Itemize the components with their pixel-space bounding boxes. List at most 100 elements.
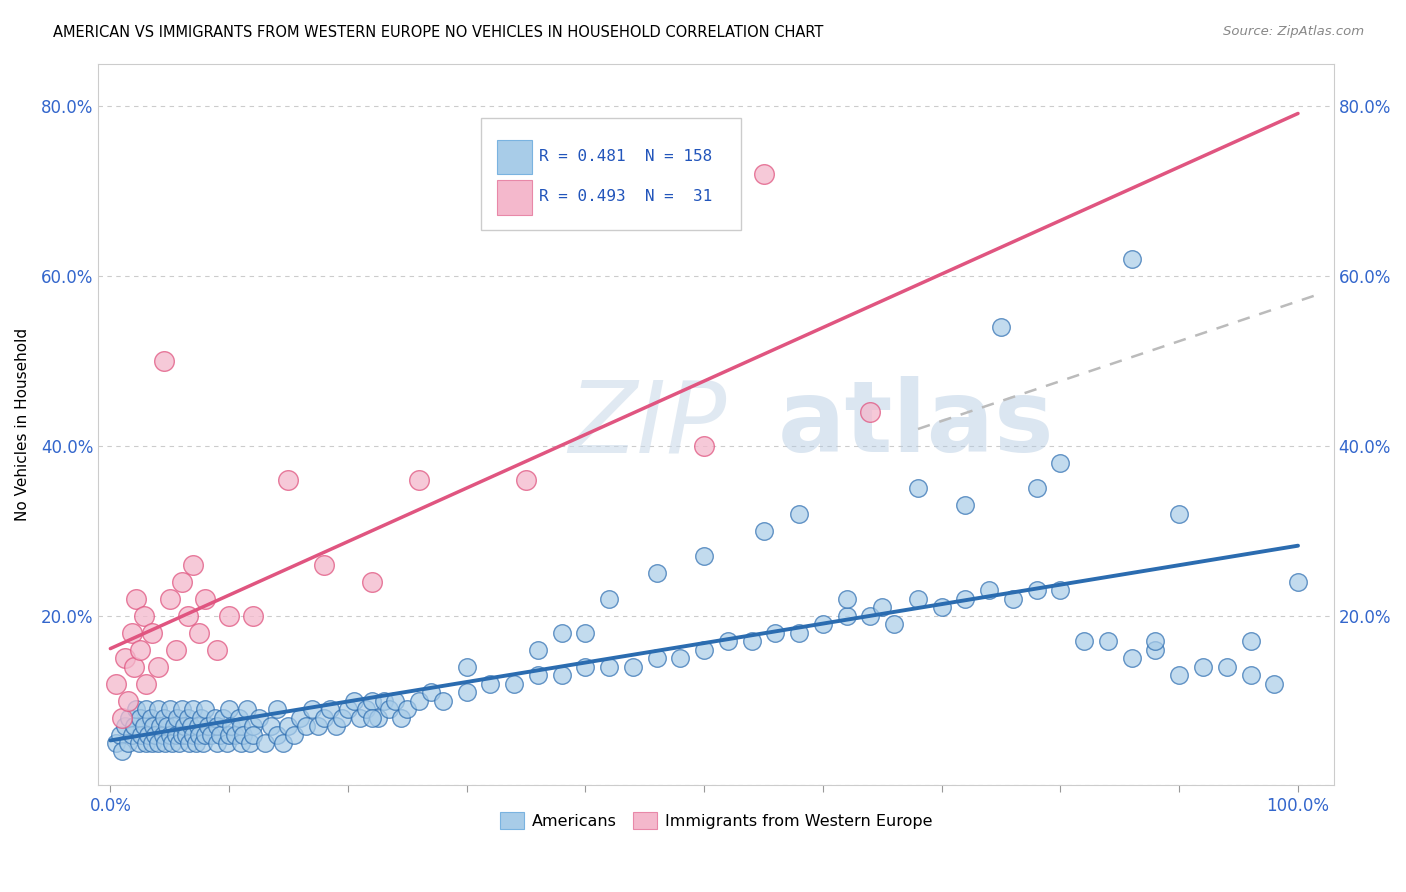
Text: Source: ZipAtlas.com: Source: ZipAtlas.com (1223, 25, 1364, 38)
Point (190, 710, 212, 724)
Point (159, 591, 181, 606)
Point (741, 634, 763, 648)
Point (197, 719, 219, 733)
Point (360, 574, 382, 589)
Point (479, 676, 502, 690)
Point (108, 727, 131, 741)
Point (883, 617, 905, 632)
Point (277, 719, 299, 733)
Y-axis label: No Vehicles in Household: No Vehicles in Household (15, 328, 30, 521)
Point (146, 702, 169, 716)
Point (314, 710, 336, 724)
Point (1025, 583, 1047, 598)
Point (152, 354, 174, 368)
Point (1168, 507, 1191, 521)
Point (1263, 676, 1285, 690)
Point (266, 702, 288, 716)
Point (215, 736, 238, 750)
Point (114, 719, 136, 733)
Point (360, 693, 382, 707)
Point (177, 736, 200, 750)
Point (1049, 456, 1071, 470)
Point (360, 710, 382, 724)
Point (693, 549, 716, 564)
Point (228, 710, 250, 724)
Point (859, 608, 882, 623)
Point (111, 710, 134, 724)
Point (396, 702, 419, 716)
Point (574, 625, 596, 640)
Point (188, 727, 211, 741)
Point (121, 625, 143, 640)
Text: AMERICAN VS IMMIGRANTS FROM WESTERN EUROPE NO VEHICLES IN HOUSEHOLD CORRELATION : AMERICAN VS IMMIGRANTS FROM WESTERN EURO… (53, 25, 824, 40)
Point (1144, 642, 1167, 657)
Point (307, 719, 329, 733)
Point (159, 727, 181, 741)
Point (550, 625, 572, 640)
Point (456, 685, 478, 699)
Point (752, 524, 775, 538)
Point (1001, 591, 1024, 606)
Point (114, 651, 136, 665)
Point (336, 702, 359, 716)
Point (931, 600, 953, 615)
Point (277, 473, 299, 487)
Point (367, 710, 389, 724)
Point (170, 702, 193, 716)
Point (290, 710, 312, 724)
Point (527, 668, 550, 682)
Point (218, 608, 240, 623)
Point (1168, 668, 1191, 682)
Point (229, 736, 252, 750)
Point (343, 693, 366, 707)
Point (194, 702, 217, 716)
Point (218, 727, 240, 741)
Point (138, 727, 160, 741)
Point (173, 719, 195, 733)
Point (515, 473, 537, 487)
Point (188, 625, 211, 640)
Point (167, 736, 190, 750)
Point (117, 693, 139, 707)
Point (835, 591, 858, 606)
Point (200, 727, 222, 741)
Text: R = 0.493  N =  31: R = 0.493 N = 31 (540, 188, 713, 203)
Point (122, 659, 145, 673)
Point (330, 710, 353, 724)
Point (645, 566, 668, 581)
Point (166, 710, 188, 724)
Point (1216, 659, 1239, 673)
Point (295, 719, 318, 733)
Point (314, 558, 336, 572)
Point (159, 702, 181, 716)
Point (132, 608, 155, 623)
Point (165, 642, 187, 657)
Point (693, 439, 716, 453)
Point (180, 719, 202, 733)
Point (183, 727, 205, 741)
Point (224, 727, 246, 741)
Point (153, 736, 176, 750)
Point (232, 727, 254, 741)
Point (128, 736, 150, 750)
Point (266, 727, 288, 741)
Point (271, 736, 294, 750)
Point (184, 736, 207, 750)
Point (118, 710, 141, 724)
Point (242, 727, 264, 741)
Point (229, 719, 252, 733)
Point (693, 642, 716, 657)
Point (283, 727, 305, 741)
Point (141, 625, 163, 640)
Point (1097, 634, 1119, 648)
Point (384, 693, 406, 707)
Point (1239, 668, 1261, 682)
FancyBboxPatch shape (498, 140, 531, 175)
Point (990, 320, 1012, 334)
Point (176, 710, 198, 724)
Point (221, 719, 243, 733)
Point (319, 702, 342, 716)
Point (787, 625, 810, 640)
Point (125, 702, 148, 716)
Point (160, 736, 183, 750)
